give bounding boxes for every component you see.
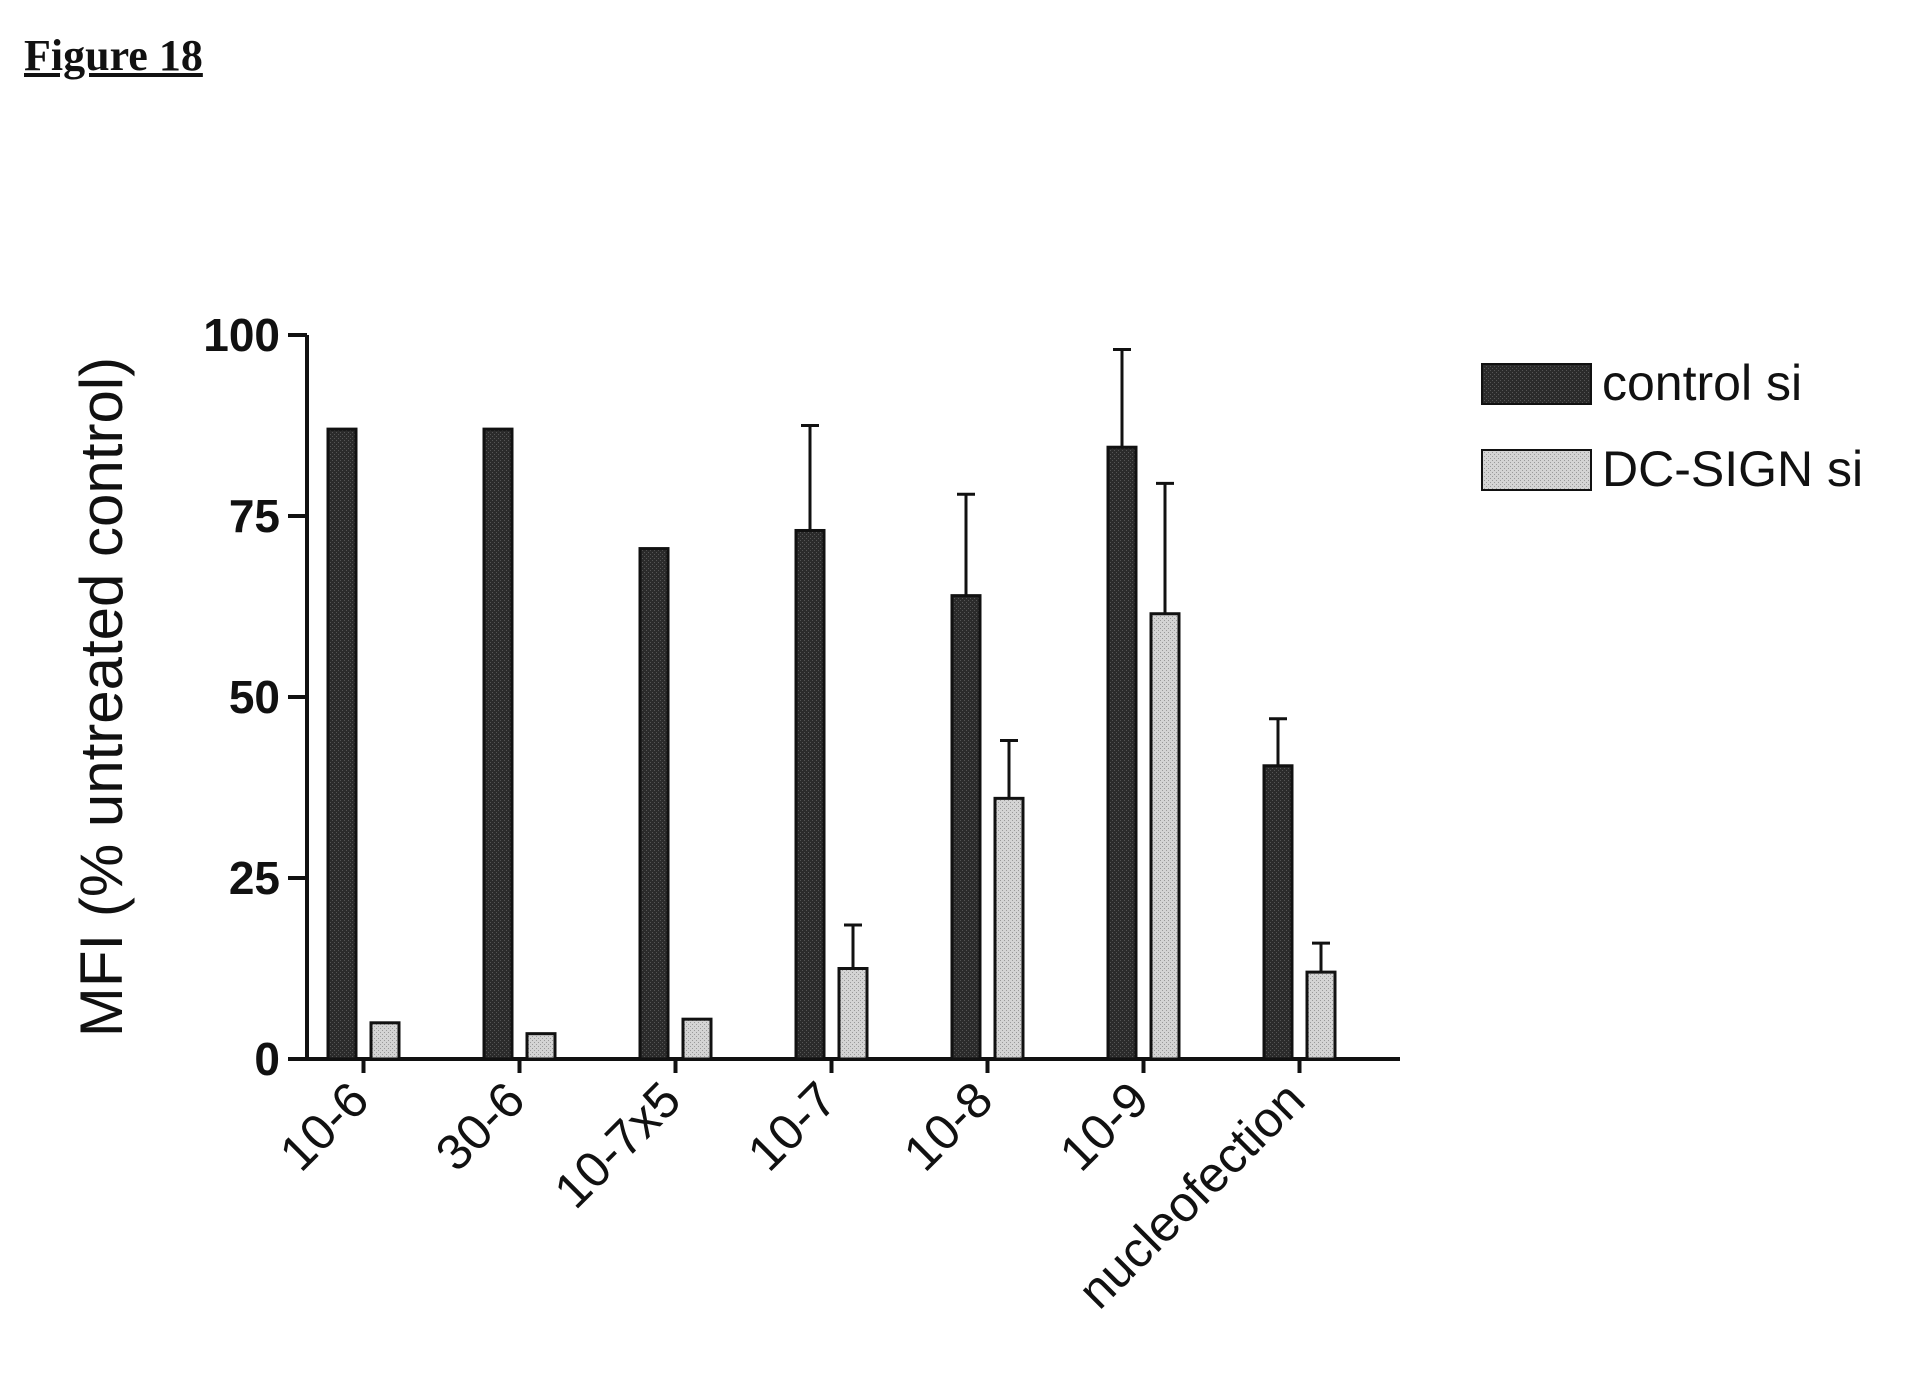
bar-dc-sign-si-10-7 [837, 967, 869, 1061]
bar-dc-sign-si-10-6 [369, 1021, 401, 1061]
x-tick-label-30-6: 30-6 [425, 1071, 535, 1181]
y-tick-label-0: 0 [254, 1033, 280, 1085]
x-tick-label-10-6: 10-6 [269, 1071, 379, 1181]
bar-control-si-30-6 [482, 427, 514, 1061]
bar-control-si-10-6 [326, 427, 358, 1061]
bar-control-si-10-9 [1106, 445, 1138, 1061]
y-tick-label-25: 25 [229, 852, 280, 904]
figure-title: Figure 18 [24, 31, 203, 80]
y-tick-label-75: 75 [229, 490, 280, 542]
bar-dc-sign-si-30-6 [525, 1032, 557, 1061]
bar-control-si-10-7 [794, 528, 826, 1061]
y-axis-title: MFI (% untreated control) [68, 357, 135, 1037]
y-ticks: 0 25 50 75 100 [203, 309, 307, 1085]
bar-dc-sign-si-10-8 [993, 796, 1025, 1061]
bar-dc-sign-si-10-9 [1149, 612, 1181, 1061]
x-tick-label-10-7: 10-7 [737, 1071, 847, 1181]
bar-control-si-nucleofection [1262, 764, 1294, 1061]
bar-dc-sign-si-10-7x5 [681, 1017, 713, 1061]
x-tick-label-10-7x5: 10-7x5 [544, 1071, 692, 1219]
legend-label-dc-sign-si: DC-SIGN si [1602, 441, 1863, 497]
bar-dc-sign-si-nucleofection [1305, 970, 1337, 1061]
legend-swatch-dc-sign-si [1481, 449, 1592, 491]
bar-control-si-10-7x5 [638, 547, 670, 1061]
legend-swatch-control-si [1481, 363, 1592, 405]
bar-control-si-10-8 [950, 594, 982, 1061]
y-tick-label-100: 100 [203, 309, 280, 361]
x-tick-label-10-8: 10-8 [893, 1071, 1003, 1181]
y-tick-label-50: 50 [229, 671, 280, 723]
legend-label-control-si: control si [1602, 355, 1802, 411]
x-tick-label-10-9: 10-9 [1049, 1071, 1159, 1181]
legend: control si DC-SIGN si [1481, 355, 1863, 497]
bars [326, 347, 1337, 1061]
